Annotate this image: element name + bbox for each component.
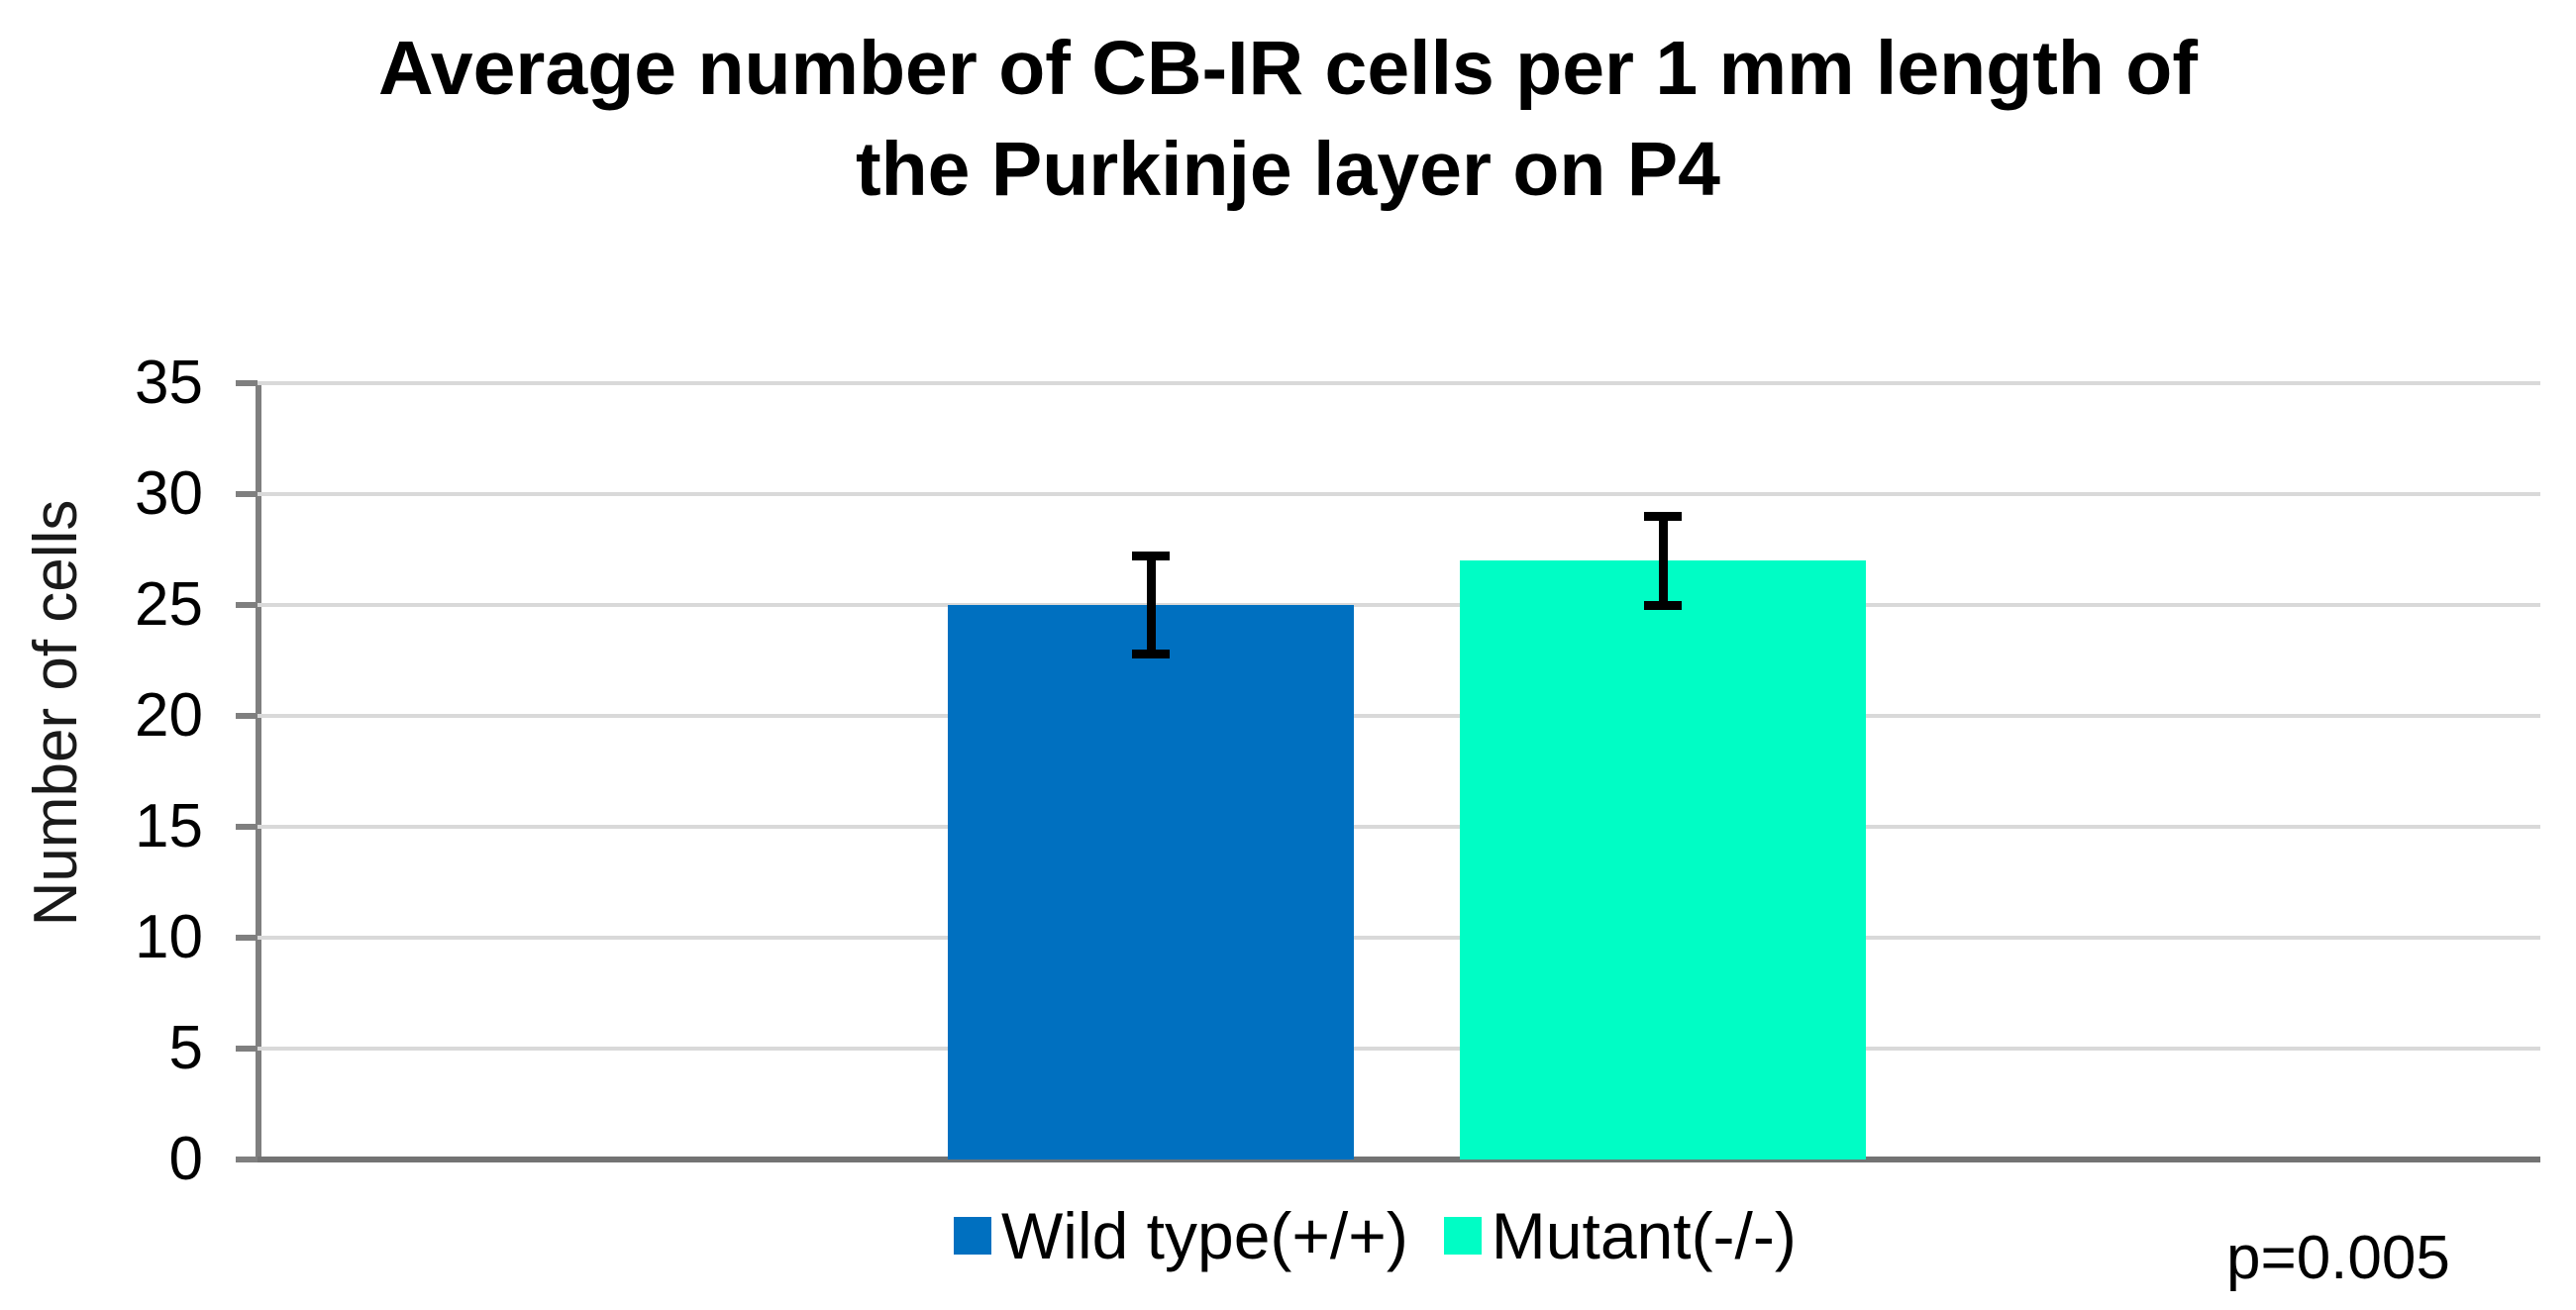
legend-item-wild-type: Wild type(+/+): [954, 1198, 1408, 1273]
y-axis-tick-label: 10: [135, 903, 203, 971]
legend-label-mutant: Mutant(-/-): [1491, 1199, 1797, 1272]
y-axis-tick-label: 35: [135, 349, 203, 417]
legend-swatch-mutant-icon: [1443, 1217, 1482, 1255]
error-bar: [1658, 516, 1668, 605]
error-bar-cap-top: [1644, 511, 1682, 521]
x-axis-line: [246, 1157, 2540, 1162]
y-axis-tick: [236, 1046, 258, 1052]
y-axis-tick-label: 5: [168, 1014, 203, 1082]
gridline: [256, 936, 2540, 940]
y-axis-tick: [236, 935, 258, 941]
error-bar-cap-bottom: [1644, 600, 1682, 610]
gridline: [256, 1047, 2540, 1051]
legend-swatch-wild-type-icon: [954, 1217, 991, 1255]
gridline: [256, 381, 2540, 385]
y-axis-tick-label: 25: [135, 570, 203, 639]
gridline: [256, 492, 2540, 496]
error-bar-cap-bottom: [1132, 649, 1170, 658]
p-value-annotation: p=0.005: [2226, 1224, 2450, 1292]
y-axis-tick: [236, 824, 258, 830]
legend-label-wild-type: Wild type(+/+): [1001, 1199, 1408, 1272]
legend-item-mutant: Mutant(-/-): [1443, 1198, 1797, 1273]
gridline: [256, 603, 2540, 607]
y-axis-tick: [236, 602, 258, 608]
y-axis-line: [256, 383, 261, 1159]
error-bar: [1146, 555, 1156, 655]
gridline: [256, 714, 2540, 718]
y-axis-tick: [236, 491, 258, 497]
y-axis-tick-label: 30: [135, 459, 203, 528]
y-axis-tick: [236, 380, 258, 386]
error-bar-cap-top: [1132, 552, 1170, 561]
y-axis-tick-label: 0: [168, 1125, 203, 1193]
legend: Wild type(+/+) Mutant(-/-): [954, 1198, 1797, 1273]
chart-title: Average number of CB-IR cells per 1 mm l…: [378, 26, 2198, 213]
y-axis-tick-label: 20: [135, 681, 203, 750]
y-axis-tick: [236, 1157, 258, 1162]
gridline: [256, 825, 2540, 829]
y-axis-tick-label: 15: [135, 792, 203, 860]
bar-wild-type: [948, 605, 1354, 1159]
y-axis-tick: [236, 713, 258, 719]
bar-mutant: [1460, 560, 1866, 1159]
plot-area: 0 5 10 15 20 25 30 35: [135, 349, 2540, 1193]
